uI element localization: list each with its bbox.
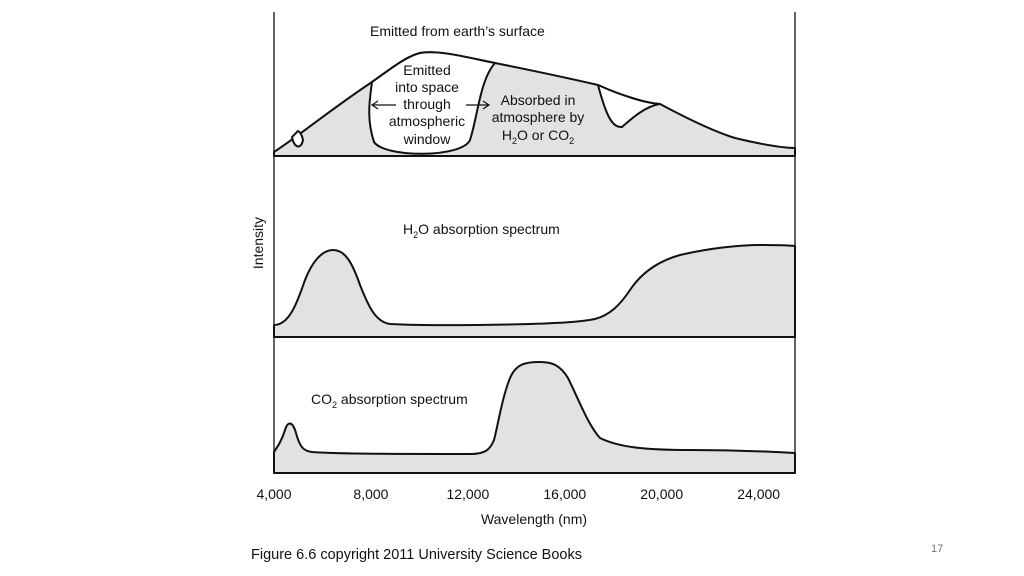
window-line-5: window xyxy=(403,131,452,147)
x-tick-label-20000: 20,000 xyxy=(640,486,683,502)
absorbed-annotation: Absorbed in atmosphere by H2O or CO2 xyxy=(492,92,585,146)
window-line-2: into space xyxy=(395,79,459,95)
absorbed-o-or-co: O or CO xyxy=(517,127,569,143)
window-annotation: Emitted into space through atmospheric w… xyxy=(389,62,465,147)
emission-gap-20000 xyxy=(597,84,661,128)
x-tick-label-8000: 8,000 xyxy=(353,486,388,502)
window-line-4: atmospheric xyxy=(389,113,465,129)
absorbed-h: H xyxy=(502,127,512,143)
absorbed-line-2: atmosphere by xyxy=(492,109,585,125)
h2o-title-h: H xyxy=(403,221,413,237)
figure-caption: Figure 6.6 copyright 2011 University Sci… xyxy=(251,547,582,563)
x-tick-label-24000: 24,000 xyxy=(737,486,780,502)
co2-title-sub: 2 xyxy=(332,400,337,410)
absorbed-sub-2a: 2 xyxy=(512,136,517,146)
x-tick-label-16000: 16,000 xyxy=(543,486,586,502)
x-tick-label-4000: 4,000 xyxy=(256,486,291,502)
window-line-1: Emitted xyxy=(403,62,450,78)
x-tick-label-12000: 12,000 xyxy=(446,486,489,502)
emission-dip-small xyxy=(291,130,304,148)
absorbed-line-3: H2O or CO2 xyxy=(502,127,574,146)
co2-absorption-curve xyxy=(273,361,796,474)
x-axis-tick-labels: 4,000 8,000 12,000 16,000 20,000 24,000 xyxy=(256,486,780,502)
h2o-absorption-curve xyxy=(273,244,796,338)
atmospheric-window xyxy=(368,51,496,155)
arrowhead-left-icon xyxy=(370,100,379,110)
co2-title-rest: absorption spectrum xyxy=(337,391,468,407)
absorbed-sub-2b: 2 xyxy=(569,136,574,146)
window-line-3: through xyxy=(403,96,450,112)
h2o-spectrum-title: H2O absorption spectrum xyxy=(403,221,560,240)
slide-number: 17 xyxy=(931,543,944,555)
co2-title-co: CO xyxy=(311,391,332,407)
absorbed-line-1: Absorbed in xyxy=(501,92,576,108)
y-axis-label: Intensity xyxy=(250,217,266,269)
co2-spectrum-title: CO2 absorption spectrum xyxy=(311,391,468,410)
emitted-surface-label: Emitted from earth’s surface xyxy=(370,23,545,39)
x-axis-label: Wavelength (nm) xyxy=(481,511,587,527)
h2o-title-sub: 2 xyxy=(413,230,418,240)
h2o-title-rest: O absorption spectrum xyxy=(418,221,560,237)
arrowhead-right-icon xyxy=(482,100,491,110)
